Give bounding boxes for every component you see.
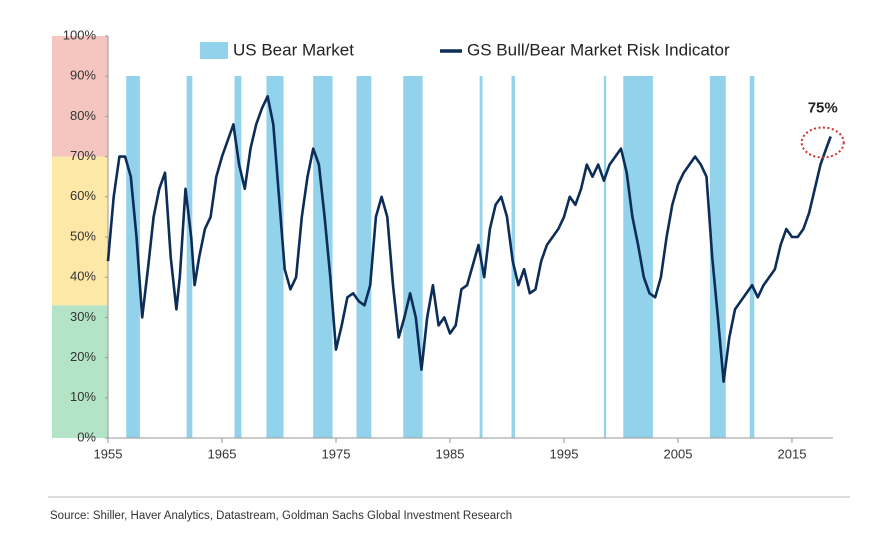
y-tick-label: 50% — [70, 228, 96, 243]
x-tick-label: 1965 — [208, 446, 237, 461]
risk-zone — [52, 156, 108, 306]
risk-indicator-line — [106, 95, 832, 383]
bear-market-period — [749, 76, 755, 438]
legend-label: US Bear Market — [233, 40, 354, 59]
x-tick-label: 1995 — [550, 446, 579, 461]
bear-market-period — [186, 76, 193, 438]
source-note: Source: Shiller, Haver Analytics, Datast… — [50, 510, 512, 522]
risk-zone — [52, 305, 108, 438]
y-tick-label: 10% — [70, 389, 96, 404]
bear-market-period — [356, 76, 372, 438]
y-tick-label: 80% — [70, 108, 96, 123]
x-tick-label: 2005 — [664, 446, 693, 461]
bear-market-period — [623, 76, 653, 438]
bear-market-period — [266, 76, 284, 438]
y-tick-label: 0% — [77, 429, 96, 444]
legend-label: GS Bull/Bear Market Risk Indicator — [467, 40, 730, 59]
y-tick-label: 20% — [70, 349, 96, 364]
y-tick-label: 30% — [70, 309, 96, 324]
bear-market-period — [126, 76, 140, 438]
annotation-label: 75% — [808, 99, 838, 116]
bear-market-period — [234, 76, 242, 438]
y-tick-label: 40% — [70, 269, 96, 284]
annotation-circle — [800, 126, 845, 159]
y-tick-label: 100% — [63, 27, 97, 42]
x-tick-label: 1955 — [94, 446, 123, 461]
risk-zone — [52, 36, 108, 157]
y-tick-label: 70% — [70, 148, 96, 163]
legend-swatch-bear — [200, 42, 228, 59]
x-tick-label: 2015 — [778, 446, 807, 461]
x-tick-label: 1975 — [322, 446, 351, 461]
bear-market-period — [603, 76, 607, 438]
y-tick-label: 90% — [70, 68, 96, 83]
bear-market-period — [403, 76, 423, 438]
y-tick-label: 60% — [70, 188, 96, 203]
x-tick-label: 1985 — [436, 446, 465, 461]
